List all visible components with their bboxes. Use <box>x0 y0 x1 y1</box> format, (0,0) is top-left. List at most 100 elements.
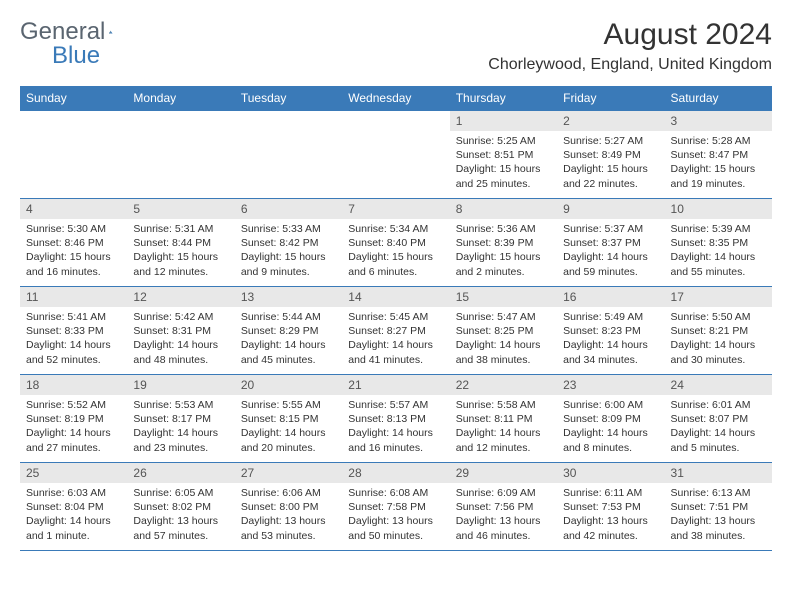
day-cell <box>20 111 127 199</box>
brand-name-2: Blue <box>52 42 100 70</box>
day-number: 19 <box>127 375 234 395</box>
day-number: 4 <box>20 199 127 219</box>
day-info: Sunrise: 6:08 AMSunset: 7:58 PMDaylight:… <box>342 483 449 546</box>
weekday-header: Thursday <box>450 86 557 111</box>
day-number: 24 <box>665 375 772 395</box>
day-cell: 11Sunrise: 5:41 AMSunset: 8:33 PMDayligh… <box>20 287 127 375</box>
day-info: Sunrise: 5:58 AMSunset: 8:11 PMDaylight:… <box>450 395 557 458</box>
header-right: August 2024 Chorleywood, England, United… <box>488 18 772 74</box>
day-cell: 1Sunrise: 5:25 AMSunset: 8:51 PMDaylight… <box>450 111 557 199</box>
day-info: Sunrise: 5:49 AMSunset: 8:23 PMDaylight:… <box>557 307 664 370</box>
day-number: 6 <box>235 199 342 219</box>
day-info: Sunrise: 5:50 AMSunset: 8:21 PMDaylight:… <box>665 307 772 370</box>
day-number: 3 <box>665 111 772 131</box>
calendar-week-row: 25Sunrise: 6:03 AMSunset: 8:04 PMDayligh… <box>20 463 772 551</box>
day-cell: 19Sunrise: 5:53 AMSunset: 8:17 PMDayligh… <box>127 375 234 463</box>
day-cell: 4Sunrise: 5:30 AMSunset: 8:46 PMDaylight… <box>20 199 127 287</box>
calendar-week-row: 1Sunrise: 5:25 AMSunset: 8:51 PMDaylight… <box>20 111 772 199</box>
day-cell: 9Sunrise: 5:37 AMSunset: 8:37 PMDaylight… <box>557 199 664 287</box>
day-cell <box>235 111 342 199</box>
day-number: 12 <box>127 287 234 307</box>
day-cell: 13Sunrise: 5:44 AMSunset: 8:29 PMDayligh… <box>235 287 342 375</box>
weekday-header: Tuesday <box>235 86 342 111</box>
day-number: 20 <box>235 375 342 395</box>
calendar-week-row: 4Sunrise: 5:30 AMSunset: 8:46 PMDaylight… <box>20 199 772 287</box>
day-number: 15 <box>450 287 557 307</box>
day-number: 2 <box>557 111 664 131</box>
day-info: Sunrise: 6:01 AMSunset: 8:07 PMDaylight:… <box>665 395 772 458</box>
day-info: Sunrise: 5:44 AMSunset: 8:29 PMDaylight:… <box>235 307 342 370</box>
day-cell: 3Sunrise: 5:28 AMSunset: 8:47 PMDaylight… <box>665 111 772 199</box>
brand-logo: General Blue <box>20 18 133 46</box>
day-number: 30 <box>557 463 664 483</box>
brand-sail-icon <box>109 23 113 41</box>
day-info: Sunrise: 5:37 AMSunset: 8:37 PMDaylight:… <box>557 219 664 282</box>
day-info: Sunrise: 6:00 AMSunset: 8:09 PMDaylight:… <box>557 395 664 458</box>
day-info: Sunrise: 6:05 AMSunset: 8:02 PMDaylight:… <box>127 483 234 546</box>
day-cell <box>342 111 449 199</box>
empty-day <box>342 111 449 131</box>
day-info: Sunrise: 5:45 AMSunset: 8:27 PMDaylight:… <box>342 307 449 370</box>
day-cell: 16Sunrise: 5:49 AMSunset: 8:23 PMDayligh… <box>557 287 664 375</box>
day-number: 21 <box>342 375 449 395</box>
day-number: 25 <box>20 463 127 483</box>
day-info: Sunrise: 6:06 AMSunset: 8:00 PMDaylight:… <box>235 483 342 546</box>
day-info: Sunrise: 5:33 AMSunset: 8:42 PMDaylight:… <box>235 219 342 282</box>
day-number: 11 <box>20 287 127 307</box>
day-cell: 18Sunrise: 5:52 AMSunset: 8:19 PMDayligh… <box>20 375 127 463</box>
empty-day <box>127 111 234 131</box>
day-info: Sunrise: 5:27 AMSunset: 8:49 PMDaylight:… <box>557 131 664 194</box>
day-info: Sunrise: 5:52 AMSunset: 8:19 PMDaylight:… <box>20 395 127 458</box>
day-cell: 20Sunrise: 5:55 AMSunset: 8:15 PMDayligh… <box>235 375 342 463</box>
location-text: Chorleywood, England, United Kingdom <box>488 56 772 74</box>
weekday-header: Sunday <box>20 86 127 111</box>
weekday-header-row: Sunday Monday Tuesday Wednesday Thursday… <box>20 86 772 111</box>
day-number: 1 <box>450 111 557 131</box>
empty-day <box>20 111 127 131</box>
day-info: Sunrise: 6:13 AMSunset: 7:51 PMDaylight:… <box>665 483 772 546</box>
day-info: Sunrise: 5:47 AMSunset: 8:25 PMDaylight:… <box>450 307 557 370</box>
day-cell: 25Sunrise: 6:03 AMSunset: 8:04 PMDayligh… <box>20 463 127 551</box>
day-number: 16 <box>557 287 664 307</box>
day-cell: 22Sunrise: 5:58 AMSunset: 8:11 PMDayligh… <box>450 375 557 463</box>
day-cell: 17Sunrise: 5:50 AMSunset: 8:21 PMDayligh… <box>665 287 772 375</box>
day-number: 5 <box>127 199 234 219</box>
day-number: 31 <box>665 463 772 483</box>
day-info: Sunrise: 5:41 AMSunset: 8:33 PMDaylight:… <box>20 307 127 370</box>
day-cell: 8Sunrise: 5:36 AMSunset: 8:39 PMDaylight… <box>450 199 557 287</box>
day-number: 13 <box>235 287 342 307</box>
empty-day <box>235 111 342 131</box>
day-cell: 28Sunrise: 6:08 AMSunset: 7:58 PMDayligh… <box>342 463 449 551</box>
day-cell: 6Sunrise: 5:33 AMSunset: 8:42 PMDaylight… <box>235 199 342 287</box>
day-number: 7 <box>342 199 449 219</box>
day-cell: 27Sunrise: 6:06 AMSunset: 8:00 PMDayligh… <box>235 463 342 551</box>
day-info: Sunrise: 6:11 AMSunset: 7:53 PMDaylight:… <box>557 483 664 546</box>
day-number: 18 <box>20 375 127 395</box>
page-header: General Blue August 2024 Chorleywood, En… <box>20 18 772 74</box>
day-number: 28 <box>342 463 449 483</box>
day-cell: 10Sunrise: 5:39 AMSunset: 8:35 PMDayligh… <box>665 199 772 287</box>
day-number: 26 <box>127 463 234 483</box>
day-info: Sunrise: 5:34 AMSunset: 8:40 PMDaylight:… <box>342 219 449 282</box>
day-info: Sunrise: 5:39 AMSunset: 8:35 PMDaylight:… <box>665 219 772 282</box>
calendar-week-row: 11Sunrise: 5:41 AMSunset: 8:33 PMDayligh… <box>20 287 772 375</box>
day-info: Sunrise: 5:53 AMSunset: 8:17 PMDaylight:… <box>127 395 234 458</box>
day-info: Sunrise: 5:25 AMSunset: 8:51 PMDaylight:… <box>450 131 557 194</box>
day-cell: 5Sunrise: 5:31 AMSunset: 8:44 PMDaylight… <box>127 199 234 287</box>
day-info: Sunrise: 5:28 AMSunset: 8:47 PMDaylight:… <box>665 131 772 194</box>
day-cell: 26Sunrise: 6:05 AMSunset: 8:02 PMDayligh… <box>127 463 234 551</box>
calendar-week-row: 18Sunrise: 5:52 AMSunset: 8:19 PMDayligh… <box>20 375 772 463</box>
day-info: Sunrise: 5:57 AMSunset: 8:13 PMDaylight:… <box>342 395 449 458</box>
day-info: Sunrise: 5:42 AMSunset: 8:31 PMDaylight:… <box>127 307 234 370</box>
day-cell: 2Sunrise: 5:27 AMSunset: 8:49 PMDaylight… <box>557 111 664 199</box>
day-number: 23 <box>557 375 664 395</box>
day-number: 8 <box>450 199 557 219</box>
calendar-table: Sunday Monday Tuesday Wednesday Thursday… <box>20 86 772 551</box>
weekday-header: Wednesday <box>342 86 449 111</box>
day-cell: 15Sunrise: 5:47 AMSunset: 8:25 PMDayligh… <box>450 287 557 375</box>
day-number: 9 <box>557 199 664 219</box>
weekday-header: Monday <box>127 86 234 111</box>
day-cell: 7Sunrise: 5:34 AMSunset: 8:40 PMDaylight… <box>342 199 449 287</box>
day-info: Sunrise: 5:55 AMSunset: 8:15 PMDaylight:… <box>235 395 342 458</box>
day-cell <box>127 111 234 199</box>
